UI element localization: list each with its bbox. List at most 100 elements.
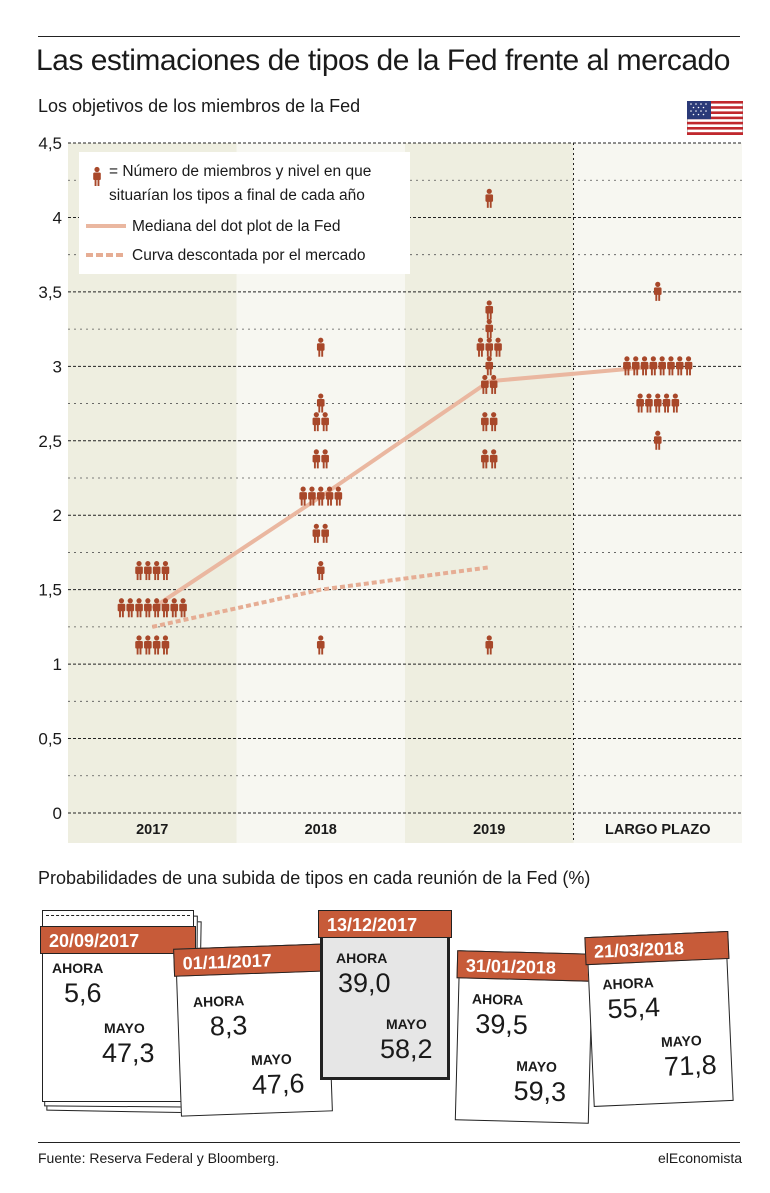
meeting-card-5: 21/03/2018 AHORA 55,4 MAYO 71,8 bbox=[584, 930, 734, 1107]
legend-person-icon bbox=[93, 166, 101, 186]
may-label: MAYO bbox=[386, 1016, 427, 1032]
now-label: AHORA bbox=[52, 960, 104, 976]
probabilities-title: Probabilidades de una subida de tipos en… bbox=[38, 868, 591, 888]
chart-subtitle: Los objetivos de los miembros de la Fed bbox=[38, 96, 361, 116]
fed-member-dot bbox=[325, 486, 334, 506]
now-label: AHORA bbox=[192, 992, 245, 1011]
meeting-card-2: 01/11/2017 AHORA 8,3 MAYO 47,6 bbox=[173, 943, 333, 1117]
meeting-card-3: 13/12/2017 AHORA 39,0 MAYO 58,2 bbox=[318, 910, 452, 1080]
median-line bbox=[151, 364, 658, 610]
fed-member-dot bbox=[675, 356, 684, 376]
fed-member-dot bbox=[316, 337, 325, 357]
top-rule bbox=[38, 36, 740, 37]
fed-member-dot bbox=[485, 337, 494, 357]
x-category-label: 2019 bbox=[473, 822, 505, 838]
fed-member-dot bbox=[489, 412, 498, 432]
fed-member-dot bbox=[671, 393, 680, 413]
fed-member-dot bbox=[316, 635, 325, 655]
may-label: MAYO bbox=[250, 1050, 293, 1069]
now-value: 39,0 bbox=[338, 968, 391, 998]
fed-member-dot bbox=[117, 598, 126, 618]
fed-member-dot bbox=[489, 449, 498, 469]
may-value: 59,3 bbox=[513, 1075, 567, 1108]
band-label-bg-3 bbox=[573, 813, 742, 843]
y-tick-label: 2,5 bbox=[38, 432, 62, 451]
fed-member-dot bbox=[334, 486, 343, 506]
chart-title: Las estimaciones de tipos de la Fed fren… bbox=[36, 44, 730, 77]
fed-member-dot bbox=[485, 319, 494, 339]
now-label: AHORA bbox=[336, 950, 388, 966]
fed-member-dot bbox=[485, 635, 494, 655]
y-tick-label: 4,5 bbox=[38, 134, 62, 153]
fed-member-dot bbox=[299, 486, 307, 506]
may-value: 58,2 bbox=[380, 1034, 433, 1064]
legend-dots-label-1: = Número de miembros y nivel en que bbox=[109, 163, 371, 180]
meeting-card-4: 31/01/2018 AHORA 39,5 MAYO 59,3 bbox=[454, 950, 596, 1124]
fed-member-dot bbox=[653, 281, 662, 301]
fed-member-dot bbox=[631, 356, 640, 376]
now-value: 39,5 bbox=[474, 1008, 529, 1041]
legend-market-label: Curva descontada por el mercado bbox=[132, 247, 366, 264]
fed-member-dot bbox=[321, 449, 329, 469]
fed-member-dot bbox=[179, 598, 187, 618]
fed-member-dot bbox=[662, 393, 671, 413]
fed-member-dot bbox=[481, 412, 489, 432]
x-category-label: LARGO PLAZO bbox=[605, 822, 711, 838]
fed-member-dot bbox=[485, 300, 494, 320]
fed-member-dot bbox=[152, 635, 161, 655]
fed-member-dot bbox=[481, 449, 489, 469]
fed-member-dot bbox=[144, 635, 152, 655]
fed-member-dot bbox=[653, 430, 662, 450]
brand-logo: elEconomista bbox=[657, 1150, 742, 1166]
y-tick-label: 2 bbox=[53, 506, 62, 525]
y-tick-label: 1 bbox=[53, 655, 62, 674]
fed-member-dot bbox=[144, 598, 152, 618]
fed-member-dot bbox=[649, 356, 658, 376]
fed-member-dot bbox=[161, 560, 170, 581]
fed-member-dot bbox=[485, 356, 494, 376]
fed-member-dot bbox=[494, 337, 502, 357]
fed-member-dot bbox=[640, 356, 649, 376]
dot-plot-chart: 0 0,5 1 1,5 2 2,5 3 3,5 4 4,5 2017 2018 2019 LARGO P… bbox=[38, 134, 742, 843]
fed-member-dot bbox=[161, 598, 170, 618]
may-label: MAYO bbox=[660, 1032, 703, 1050]
x-category-label: 2018 bbox=[305, 822, 337, 838]
source-note: Fuente: Reserva Federal y Bloomberg. bbox=[38, 1150, 280, 1166]
footer-rule bbox=[38, 1142, 740, 1143]
legend-dots-label-2: situarían los tipos a final de cada año bbox=[109, 187, 365, 204]
band-label-bg-2 bbox=[405, 813, 574, 843]
meeting-date: 20/09/2017 bbox=[40, 926, 196, 954]
legend: = Número de miembros y nivel en que situ… bbox=[79, 152, 410, 274]
may-value: 47,6 bbox=[251, 1068, 305, 1101]
fed-member-dot bbox=[93, 166, 101, 186]
legend-median-label: Mediana del dot plot de la Fed bbox=[132, 218, 341, 235]
may-value: 47,3 bbox=[102, 1038, 155, 1068]
now-value: 5,6 bbox=[64, 978, 102, 1008]
fed-member-dot bbox=[476, 337, 485, 357]
us-flag-icon bbox=[687, 101, 743, 135]
meeting-date: 01/11/2017 bbox=[173, 943, 330, 977]
fed-member-dot bbox=[135, 598, 143, 618]
now-value: 55,4 bbox=[606, 992, 661, 1025]
fed-member-dot bbox=[481, 374, 489, 394]
fed-member-dot bbox=[135, 635, 143, 655]
fed-member-dot bbox=[485, 188, 494, 208]
fed-member-dot bbox=[170, 598, 179, 618]
fed-member-dot bbox=[321, 412, 329, 432]
now-value: 8,3 bbox=[209, 1010, 248, 1042]
fed-member-dot bbox=[161, 635, 170, 655]
card-dash bbox=[46, 915, 190, 916]
band-label-bg-0 bbox=[68, 813, 237, 843]
fed-member-dot bbox=[645, 393, 653, 413]
meeting-date: 31/01/2018 bbox=[456, 950, 596, 982]
fed-member-dot bbox=[636, 393, 644, 413]
fed-member-dot bbox=[321, 523, 329, 543]
fed-member-dot bbox=[489, 374, 498, 394]
meeting-card-1: 20/09/2017 AHORA 5,6 MAYO 47,3 bbox=[40, 910, 202, 1114]
fed-member-dot bbox=[308, 486, 316, 506]
fed-member-dot bbox=[316, 486, 325, 506]
band-label-bg-1 bbox=[236, 813, 405, 843]
fed-member-dot bbox=[135, 560, 143, 581]
fed-member-dot bbox=[152, 560, 161, 581]
fed-member-dot bbox=[316, 560, 325, 581]
